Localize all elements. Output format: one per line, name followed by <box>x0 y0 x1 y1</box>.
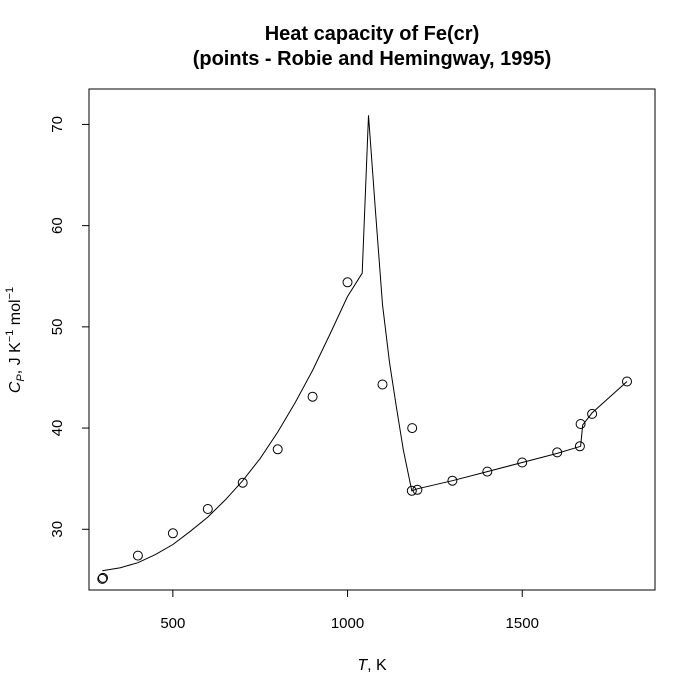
data-point <box>342 277 353 288</box>
data-point <box>407 423 418 434</box>
x-tick-label: 1000 <box>331 615 364 632</box>
y-tick-label: 60 <box>49 217 66 234</box>
x-tick-label: 500 <box>160 615 185 632</box>
data-point <box>202 504 213 514</box>
data-point <box>552 447 563 458</box>
data-point <box>575 419 586 429</box>
x-tick-label: 1500 <box>506 615 539 632</box>
y-axis-exponent-2: −1 <box>4 287 16 300</box>
data-point <box>587 408 598 419</box>
data-point <box>307 391 318 402</box>
y-axis-unit-2: mol <box>7 299 24 329</box>
y-axis-unit-1: , J K <box>7 342 24 374</box>
x-axis-variable: T <box>357 657 368 674</box>
x-axis-label: T, K <box>357 657 387 674</box>
data-point <box>377 379 388 390</box>
y-axis-exponent-1: −1 <box>4 330 16 343</box>
y-tick-label: 40 <box>49 420 66 437</box>
data-point <box>98 572 108 583</box>
data-point <box>482 466 493 477</box>
data-point <box>237 477 248 488</box>
data-point <box>574 441 585 452</box>
y-axis: 30 40 50 60 70 <box>49 116 90 538</box>
data-point <box>272 444 283 455</box>
data-point <box>622 376 632 387</box>
data-point <box>517 457 528 468</box>
data-point <box>412 484 423 495</box>
data-point <box>132 550 143 561</box>
x-axis: 500 1000 1500 <box>160 589 539 632</box>
y-axis-variable: C <box>7 381 24 393</box>
chart-title: Heat capacity of Fe(cr) <box>265 23 480 45</box>
data-point <box>167 528 178 539</box>
model-curve <box>102 115 628 572</box>
chart-subtitle: (points - Robie and Hemingway, 1995) <box>193 48 552 70</box>
y-tick-label: 50 <box>49 319 66 336</box>
y-tick-label: 70 <box>49 116 66 133</box>
x-axis-unit: , K <box>367 657 387 674</box>
y-axis-label: CP, J K−1 mol−1 <box>4 287 27 393</box>
data-point <box>406 485 417 496</box>
data-point <box>97 573 108 584</box>
series-layer <box>97 115 632 584</box>
data-point <box>447 475 458 486</box>
y-axis-subscript: P <box>15 374 27 382</box>
y-tick-label: 30 <box>49 521 66 538</box>
